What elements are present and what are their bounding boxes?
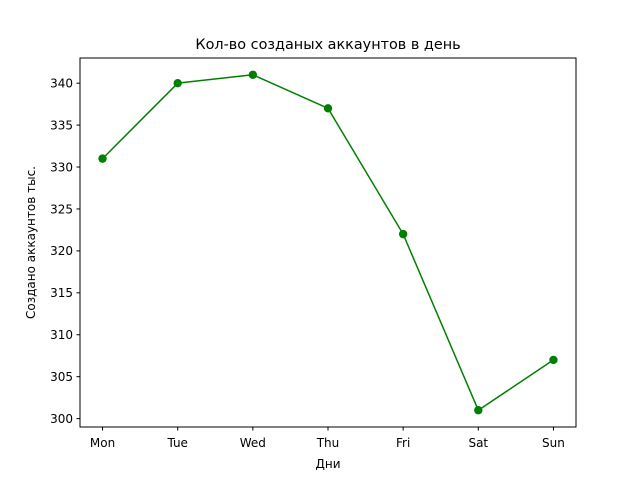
- y-tick-label: 340: [50, 76, 73, 90]
- x-tick-label: Wed: [240, 436, 266, 450]
- x-tick-label: Thu: [316, 436, 340, 450]
- x-axis-title: Дни: [315, 457, 340, 471]
- x-tick-label: Tue: [166, 436, 188, 450]
- data-point-marker: [173, 78, 182, 88]
- x-tick-label: Mon: [90, 436, 115, 450]
- x-tick-label: Sat: [468, 436, 488, 450]
- data-point-marker: [248, 70, 258, 79]
- y-tick-label: 325: [50, 202, 73, 216]
- y-tick-label: 310: [50, 328, 73, 342]
- series-layer: [98, 70, 558, 415]
- data-point-marker: [549, 355, 558, 365]
- x-axis: Mon Tue Wed Thu Fri Sat Sun: [90, 427, 565, 450]
- chart-title: Кол-во созданых аккаунтов в день: [195, 37, 460, 53]
- y-tick-label: 305: [50, 370, 73, 384]
- y-tick-label: 335: [50, 118, 73, 132]
- y-axis: 300 305 310 315 320 325 330 335 340: [50, 76, 80, 426]
- data-point-marker: [323, 104, 333, 113]
- x-tick-label: Fri: [396, 436, 410, 450]
- y-tick-label: 320: [50, 244, 73, 258]
- y-axis-title: Создано аккаунтов тыс.: [24, 166, 38, 319]
- x-tick-label: Sun: [542, 436, 565, 450]
- data-point-marker: [398, 229, 408, 239]
- y-tick-label: 330: [50, 160, 73, 174]
- data-point-marker: [98, 154, 107, 163]
- y-tick-label: 315: [50, 286, 73, 300]
- data-point-marker: [474, 406, 483, 415]
- y-tick-label: 300: [50, 412, 73, 426]
- plot-area-frame: [79, 57, 577, 428]
